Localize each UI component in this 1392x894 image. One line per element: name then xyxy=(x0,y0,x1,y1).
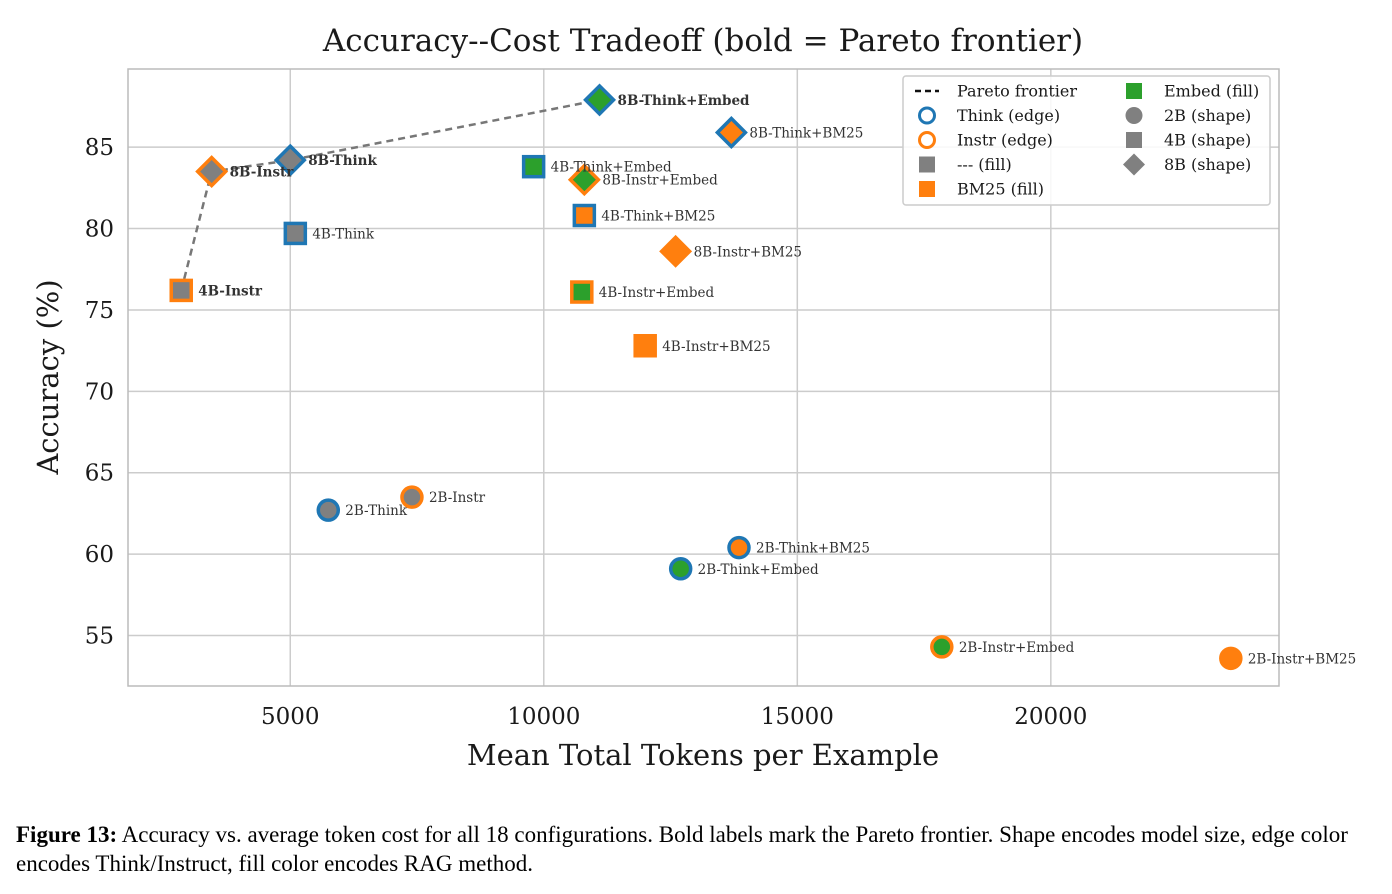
legend-label: Embed (fill) xyxy=(1164,82,1259,101)
legend-8b-swatch xyxy=(1123,153,1145,176)
label-4b-instr-embed: 4B-Instr+Embed xyxy=(599,285,715,301)
y-axis-label: Accuracy (%) xyxy=(31,279,65,475)
legend-instr-swatch xyxy=(918,131,936,149)
y-tick-label: 75 xyxy=(85,298,114,324)
point-8b-think xyxy=(273,143,307,177)
label-2b-think-bm25: 2B-Think+BM25 xyxy=(756,541,870,557)
point-8b-think-bm25 xyxy=(714,116,748,149)
y-tick-label: 65 xyxy=(85,461,114,487)
label-2b-think-embed: 2B-Think+Embed xyxy=(698,562,819,578)
data-points xyxy=(169,83,1243,671)
caption-text: Accuracy vs. average token cost for all … xyxy=(16,822,1348,876)
legend: Pareto frontier Think (edge) Instr (edge) -… xyxy=(902,75,1271,206)
legend-bm25-swatch xyxy=(919,181,935,197)
label-4b-think-bm25: 4B-Think+BM25 xyxy=(601,209,715,225)
label-2b-instr-bm25: 2B-Instr+BM25 xyxy=(1248,651,1356,667)
y-tick-label: 60 xyxy=(85,542,114,568)
legend-embed-swatch xyxy=(1126,83,1142,99)
point-8b-instr-bm25 xyxy=(659,234,693,268)
legend-4b-swatch xyxy=(1126,132,1142,148)
plot-area xyxy=(127,68,1280,687)
label-4b-instr: 4B-Instr xyxy=(198,283,263,299)
pareto-frontier-path xyxy=(180,98,600,291)
legend-item-embed-fill: Embed (fill) xyxy=(1126,82,1259,101)
legend-item-2b-shape: 2B (shape) xyxy=(1125,106,1251,125)
legend-think-swatch xyxy=(918,106,936,125)
legend-item-fill: --- (fill) xyxy=(919,155,1012,174)
legend-no-rag-swatch xyxy=(919,156,935,173)
legend-item-4b-shape: 4B (shape) xyxy=(1126,131,1251,150)
x-tick-label: 20000 xyxy=(1014,704,1087,730)
label-8b-instr-embed: 8B-Instr+Embed xyxy=(602,173,718,189)
point-8b-instr-embed xyxy=(567,163,601,197)
legend-label: 8B (shape) xyxy=(1164,155,1251,174)
x-tick-label: 10000 xyxy=(507,704,580,730)
legend-item-instr-edge: Instr (edge) xyxy=(918,131,1053,150)
scatter-chart: Accuracy--Cost Tradeoff (bold = Pareto f… xyxy=(31,23,1356,772)
legend-item-bm25-fill: BM25 (fill) xyxy=(919,180,1044,199)
label-8b-think-embed: 8B-Think+Embed xyxy=(618,93,750,109)
x-tick-label: 15000 xyxy=(761,704,834,730)
point-2b-think xyxy=(316,498,341,522)
point-4b-instr-bm25 xyxy=(633,334,657,358)
legend-label: Think (edge) xyxy=(957,106,1060,125)
axis-ticks: 5000 10000 15000 20000 55 60 65 70 75 80 85 xyxy=(85,135,1088,730)
y-tick-label: 70 xyxy=(85,379,114,405)
point-2b-instr-bm25 xyxy=(1219,646,1243,671)
point-2b-think-bm25 xyxy=(727,535,751,560)
y-tick-label: 55 xyxy=(85,624,114,650)
legend-label: --- (fill) xyxy=(957,155,1012,174)
legend-item-pareto-frontier: Pareto frontier xyxy=(915,82,1077,101)
legend-label: 4B (shape) xyxy=(1164,131,1251,150)
legend-box xyxy=(902,75,1271,206)
label-8b-instr: 8B-Instr xyxy=(230,165,295,181)
point-4b-think-bm25 xyxy=(572,203,597,228)
legend-item-8b-shape: 8B (shape) xyxy=(1123,153,1251,176)
legend-label: Instr (edge) xyxy=(957,131,1053,150)
point-2b-instr-embed xyxy=(930,635,954,659)
caption-label: Figure 13: xyxy=(16,822,118,847)
label-8b-think-bm25: 8B-Think+BM25 xyxy=(749,125,863,141)
x-tick-label: 5000 xyxy=(261,704,320,730)
pareto-frontier-line xyxy=(180,98,600,291)
point-8b-instr xyxy=(195,155,229,189)
legend-label: Pareto frontier xyxy=(957,82,1077,101)
x-axis-label: Mean Total Tokens per Example xyxy=(467,738,939,772)
legend-item-think-edge: Think (edge) xyxy=(918,106,1060,125)
label-2b-think: 2B-Think xyxy=(345,503,408,519)
label-2b-instr-embed: 2B-Instr+Embed xyxy=(959,640,1075,656)
label-8b-think: 8B-Think xyxy=(308,153,377,169)
point-4b-instr xyxy=(169,278,193,303)
grid xyxy=(128,69,1279,686)
chart-title: Accuracy--Cost Tradeoff (bold = Pareto f… xyxy=(322,23,1083,59)
point-4b-think-embed xyxy=(521,154,546,179)
figure-caption: Figure 13: Accuracy vs. average token co… xyxy=(16,820,1378,878)
point-4b-instr-embed xyxy=(570,280,594,304)
y-tick-label: 80 xyxy=(85,217,114,243)
point-2b-instr xyxy=(400,485,424,509)
legend-label: 2B (shape) xyxy=(1164,106,1251,125)
label-4b-instr-bm25: 4B-Instr+BM25 xyxy=(662,339,770,355)
point-4b-think xyxy=(283,221,308,246)
label-4b-think-embed: 4B-Think+Embed xyxy=(551,160,672,176)
label-2b-instr: 2B-Instr xyxy=(429,490,486,506)
point-2b-think-embed xyxy=(668,557,693,581)
point-labels: 8B-Think+Embed 8B-Think+BM25 8B-Think 8B-In… xyxy=(198,93,1356,667)
legend-label: BM25 (fill) xyxy=(957,180,1044,199)
legend-2b-swatch xyxy=(1125,107,1143,124)
label-4b-think: 4B-Think xyxy=(312,226,375,242)
label-8b-instr-bm25: 8B-Instr+BM25 xyxy=(694,244,802,260)
point-8b-think-embed xyxy=(583,83,617,117)
y-tick-label: 85 xyxy=(85,135,114,161)
